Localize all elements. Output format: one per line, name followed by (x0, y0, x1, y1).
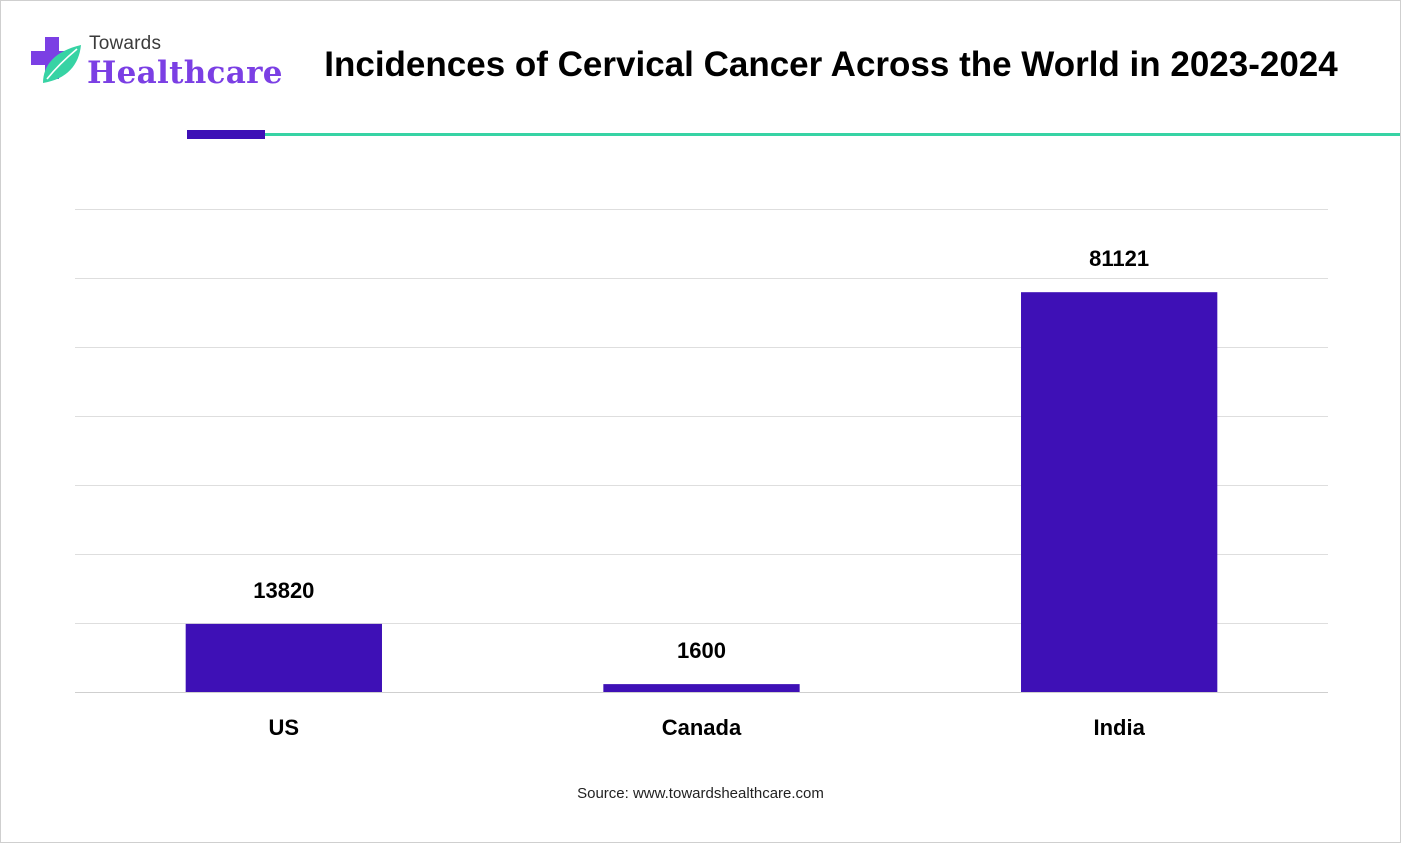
data-label-india: 81121 (1089, 246, 1149, 271)
logo-text-healthcare: Healthcare (87, 55, 283, 91)
logo-text-towards: Towards (89, 33, 162, 54)
towards-healthcare-logo: Towards Healthcare (29, 31, 282, 101)
bar-us (185, 623, 382, 692)
bar-canada (603, 684, 800, 692)
bar-chart: 13820 1600 81121 US Canada India (75, 209, 1328, 740)
title-divider-line (265, 133, 1400, 136)
data-labels: 13820 1600 81121 (253, 246, 1149, 663)
category-labels: US Canada India (269, 715, 1146, 740)
medical-cross-leaf-icon (31, 37, 81, 83)
category-label-canada: Canada (662, 715, 742, 740)
data-label-us: 13820 (253, 578, 314, 603)
bars (185, 292, 1218, 692)
category-label-us: US (269, 715, 300, 740)
category-label-india: India (1093, 715, 1145, 740)
chart-title: Incidences of Cervical Cancer Across the… (324, 45, 1338, 84)
data-label-canada: 1600 (677, 638, 726, 663)
title-accent-bar (187, 130, 265, 139)
bar-india (1021, 292, 1218, 692)
source-note: Source: www.towardshealthcare.com (577, 785, 824, 802)
